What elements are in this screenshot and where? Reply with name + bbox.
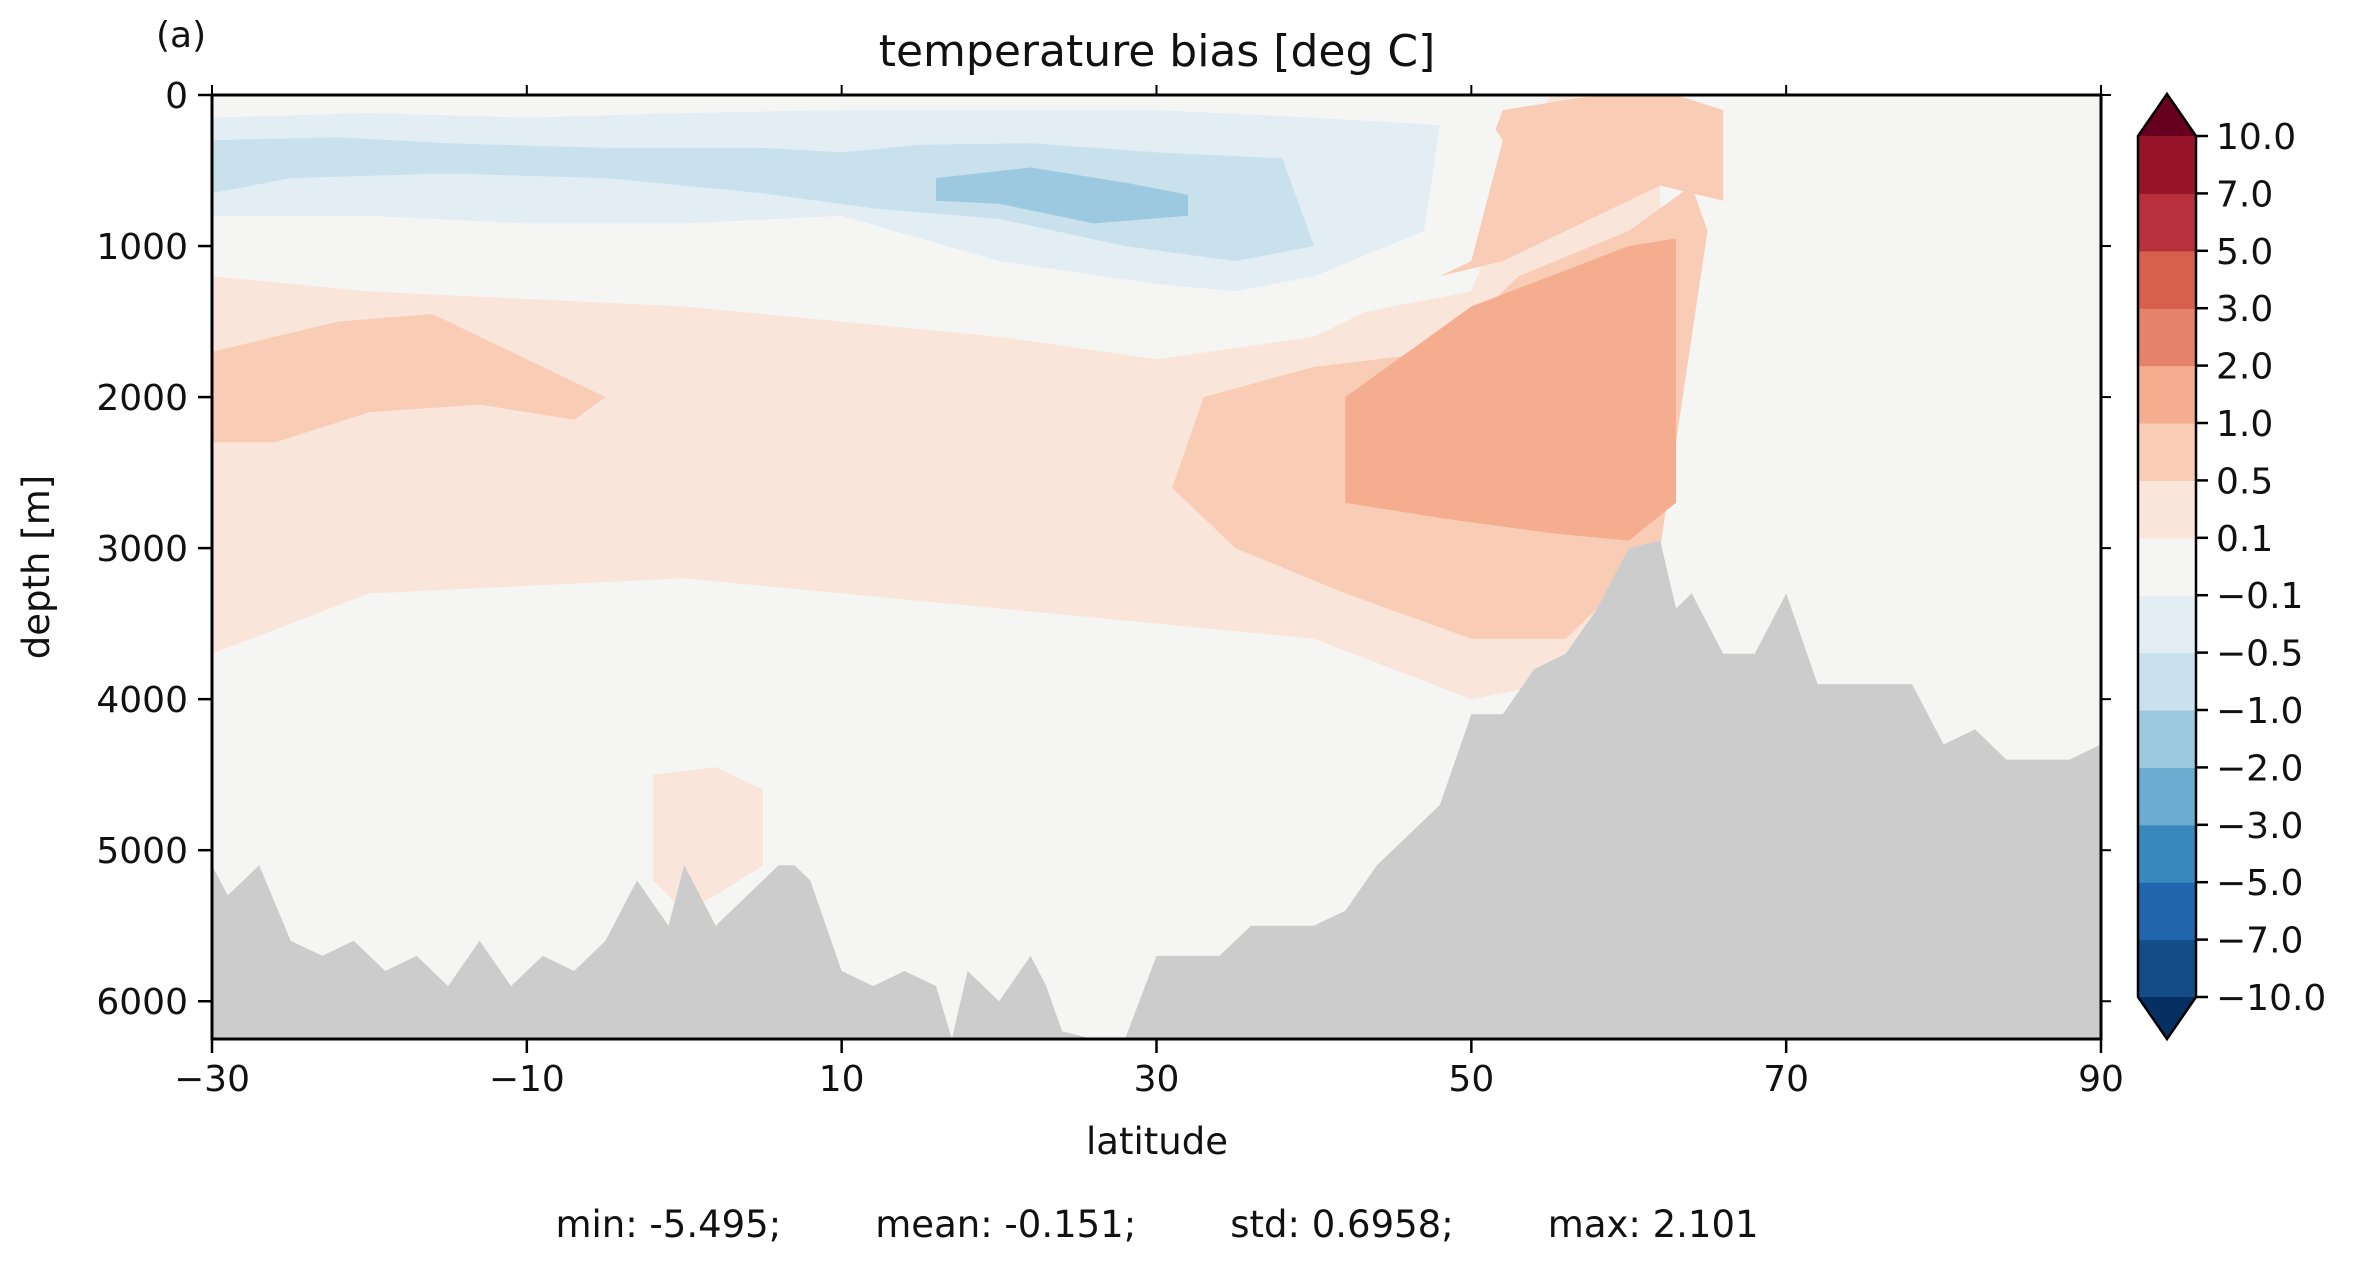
colorbar-segment — [2138, 824, 2196, 883]
colorbar-tick-label: 5.0 — [2216, 232, 2273, 273]
y-tick-label: 3000 — [96, 529, 188, 570]
colorbar-segment — [2138, 767, 2196, 826]
colorbar-segment — [2138, 480, 2196, 539]
colorbar-tick-label: 7.0 — [2216, 174, 2273, 215]
x-tick-label: 10 — [819, 1059, 865, 1100]
colorbar-segment — [2138, 710, 2196, 768]
colorbar-tick-label: 0.5 — [2216, 461, 2273, 502]
contour-fill-layer — [212, 95, 2101, 1039]
x-tick-label: 30 — [1134, 1059, 1180, 1100]
y-axis-label: depth [m] — [15, 475, 58, 659]
contour-region-4 — [1439, 95, 1724, 277]
y-tick-label: 0 — [165, 76, 188, 117]
colorbar-extend-min — [2138, 997, 2196, 1039]
colorbar-segment — [2138, 308, 2196, 367]
colorbar-segment — [2138, 365, 2196, 424]
y-tick-label: 1000 — [96, 227, 188, 268]
colorbar-segment — [2138, 423, 2196, 481]
colorbar-segment — [2138, 193, 2196, 252]
x-axis-label: latitude — [1086, 1120, 1228, 1163]
colorbar: −10.0 −7.0 −5.0 −3.0 −2.0 −1.0 −0.5 −0.1 0.1 0.5 1… — [2136, 91, 2326, 1042]
contour-region-8 — [936, 167, 1188, 224]
panel-label: (a) — [156, 15, 206, 56]
contour-region-1 — [212, 314, 606, 443]
colorbar-tick-label: −0.5 — [2216, 634, 2303, 675]
plot-area — [212, 95, 2101, 1039]
x-tick-label: 90 — [2078, 1059, 2124, 1100]
colorbar-tick-label: −2.0 — [2216, 748, 2303, 789]
x-tick-label: −10 — [489, 1059, 565, 1100]
colorbar-extend-max — [2138, 94, 2196, 136]
colorbar-segment — [2138, 652, 2196, 711]
x-tick-label: −30 — [174, 1059, 250, 1100]
stats-line: min: -5.495; mean: -0.151; std: 0.6958; … — [555, 1203, 1758, 1246]
y-tick-label: 5000 — [96, 831, 188, 872]
colorbar-tick-label: 2.0 — [2216, 347, 2273, 388]
y-axis: 0 1000 2000 3000 4000 5000 6000 — [96, 76, 2111, 1023]
chart-title: temperature bias [deg C] — [879, 26, 1436, 77]
contour-region-9 — [212, 676, 1377, 1039]
colorbar-tick-label: −5.0 — [2216, 863, 2303, 904]
x-tick-label: 70 — [1763, 1059, 1809, 1100]
colorbar-tick-label: 0.1 — [2216, 519, 2273, 560]
x-tick-label: 50 — [1448, 1059, 1494, 1100]
colorbar-segment — [2138, 250, 2196, 309]
colorbar-tick-label: −3.0 — [2216, 806, 2303, 847]
colorbar-tick-label: −7.0 — [2216, 921, 2303, 962]
y-tick-label: 4000 — [96, 680, 188, 721]
seafloor-topography — [212, 540, 2101, 1039]
colorbar-tick-label: 1.0 — [2216, 404, 2273, 445]
x-axis: −30 −10 10 30 50 70 90 — [174, 85, 2124, 1100]
colorbar-tick-label: 10.0 — [2216, 117, 2296, 158]
colorbar-segment — [2138, 136, 2196, 194]
colorbar-segment — [2138, 939, 2196, 998]
colorbar-tick-label: −10.0 — [2216, 978, 2326, 1019]
contour-region-3 — [1345, 238, 1676, 541]
colorbar-segment — [2138, 537, 2196, 596]
contour-region-7 — [212, 137, 1314, 262]
y-tick-label: 6000 — [96, 982, 188, 1023]
colorbar-tick-label: −0.1 — [2216, 576, 2303, 617]
colorbar-segment — [2138, 595, 2196, 654]
colorbar-tick-label: −1.0 — [2216, 691, 2303, 732]
y-tick-label: 2000 — [96, 378, 188, 419]
contour-region-10 — [1786, 117, 2101, 337]
colorbar-tick-label: 3.0 — [2216, 289, 2273, 330]
contour-region-11 — [652, 767, 763, 911]
colorbar-segment — [2138, 882, 2196, 941]
